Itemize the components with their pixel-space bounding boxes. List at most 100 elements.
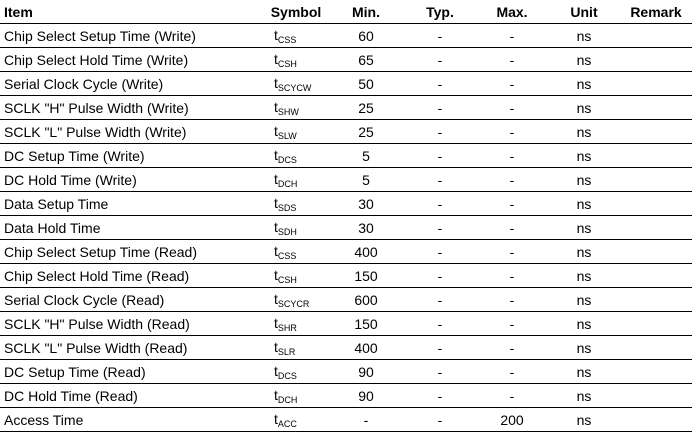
item-cell: Access Time [0, 407, 264, 432]
item-cell: Serial Clock Cycle (Write) [0, 71, 264, 96]
min-cell: 25 [328, 95, 404, 120]
remark-cell [620, 47, 692, 72]
unit-cell: ns [548, 311, 620, 336]
unit-cell: ns [548, 71, 620, 96]
max-cell: - [476, 95, 548, 120]
min-cell: 30 [328, 215, 404, 240]
table-row: DC Setup Time (Write) tDCS 5- - ns [0, 143, 692, 168]
symbol-base: t [274, 50, 278, 67]
unit-cell: ns [548, 167, 620, 192]
table-row: Chip Select Setup Time (Read) tCSS 400- - ns [0, 239, 692, 264]
symbol-subscript: SDS [277, 202, 297, 213]
remark-cell [620, 143, 692, 168]
symbol-cell: tSHW [264, 95, 328, 120]
unit-cell: ns [548, 407, 620, 432]
remark-cell [620, 335, 692, 360]
symbol-cell: tSDS [264, 191, 328, 216]
max-cell: - [476, 71, 548, 96]
table-row: Chip Select Setup Time (Write) tCSS 60- - ns [0, 23, 692, 48]
min-cell: 600 [328, 287, 404, 312]
symbol-cell: tSCYCR [264, 287, 328, 312]
item-cell: DC Setup Time (Read) [0, 359, 264, 384]
item-cell: Data Setup Time [0, 191, 264, 216]
item-cell: SCLK "L" Pulse Width (Write) [0, 119, 264, 144]
min-cell: 60 [328, 23, 404, 48]
symbol-subscript: CSS [277, 34, 297, 45]
typ-cell: - [404, 95, 476, 120]
max-cell: - [476, 311, 548, 336]
symbol-cell: tDCH [264, 383, 328, 408]
table-row: SCLK "L" Pulse Width (Write) tSLW 25- - ns [0, 119, 692, 144]
typ-cell: - [404, 239, 476, 264]
symbol-cell: tSCYCW [264, 71, 328, 96]
typ-cell: - [404, 71, 476, 96]
remark-cell [620, 407, 692, 432]
max-cell: - [476, 167, 548, 192]
remark-cell [620, 215, 692, 240]
header-min: Min. [328, 0, 404, 24]
max-cell: - [476, 119, 548, 144]
symbol-cell: tCSS [264, 239, 328, 264]
min-cell: 5 [328, 143, 404, 168]
symbol-subscript: SHR [277, 322, 297, 333]
remark-cell [620, 119, 692, 144]
remark-cell [620, 167, 692, 192]
max-cell: - [476, 47, 548, 72]
max-cell: - [476, 263, 548, 288]
item-cell: SCLK "H" Pulse Width (Read) [0, 311, 264, 336]
max-cell: - [476, 335, 548, 360]
item-cell: Chip Select Hold Time (Write) [0, 47, 264, 72]
header-typ: Typ. [404, 0, 476, 24]
symbol-subscript: SLR [277, 346, 296, 357]
min-cell: 90 [328, 383, 404, 408]
max-cell: - [476, 191, 548, 216]
symbol-cell: tCSH [264, 263, 328, 288]
symbol-base: t [274, 338, 278, 355]
min-cell: 30 [328, 191, 404, 216]
min-cell: 400 [328, 239, 404, 264]
remark-cell [620, 263, 692, 288]
table-row: Serial Clock Cycle (Read) tSCYCR 600- - ns [0, 287, 692, 312]
typ-cell: - [404, 407, 476, 432]
unit-cell: ns [548, 335, 620, 360]
symbol-base: t [274, 194, 278, 211]
typ-cell: - [404, 23, 476, 48]
typ-cell: - [404, 263, 476, 288]
unit-cell: ns [548, 47, 620, 72]
item-cell: DC Hold Time (Write) [0, 167, 264, 192]
item-cell: Data Hold Time [0, 215, 264, 240]
table-row: SCLK "L" Pulse Width (Read) tSLR 400- - ns [0, 335, 692, 360]
symbol-subscript: SCYCW [277, 82, 312, 93]
item-cell: Chip Select Setup Time (Write) [0, 23, 264, 48]
max-cell: - [476, 383, 548, 408]
min-cell: 50 [328, 71, 404, 96]
symbol-subscript: CSH [277, 274, 297, 285]
symbol-base: t [274, 290, 278, 307]
symbol-base: t [274, 122, 278, 139]
max-cell: - [476, 239, 548, 264]
max-cell: 200 [476, 407, 548, 432]
typ-cell: - [404, 47, 476, 72]
symbol-subscript: DCH [277, 394, 298, 405]
table-row: Access Time tACC - -200 ns [0, 407, 692, 432]
symbol-subscript: DCS [277, 154, 297, 165]
unit-cell: ns [548, 359, 620, 384]
typ-cell: - [404, 167, 476, 192]
symbol-base: t [274, 146, 278, 163]
max-cell: - [476, 143, 548, 168]
symbol-cell: tSLW [264, 119, 328, 144]
typ-cell: - [404, 359, 476, 384]
symbol-base: t [274, 242, 278, 259]
symbol-subscript: DCH [277, 178, 298, 189]
symbol-subscript: SDH [277, 226, 297, 237]
table-row: DC Hold Time (Write) tDCH 5- - ns [0, 167, 692, 192]
symbol-subscript: CSS [277, 250, 297, 261]
symbol-subscript: CSH [277, 58, 297, 69]
remark-cell [620, 311, 692, 336]
symbol-base: t [274, 266, 278, 283]
item-cell: SCLK "H" Pulse Width (Write) [0, 95, 264, 120]
unit-cell: ns [548, 383, 620, 408]
symbol-subscript: ACC [277, 418, 297, 429]
symbol-cell: tCSS [264, 23, 328, 48]
